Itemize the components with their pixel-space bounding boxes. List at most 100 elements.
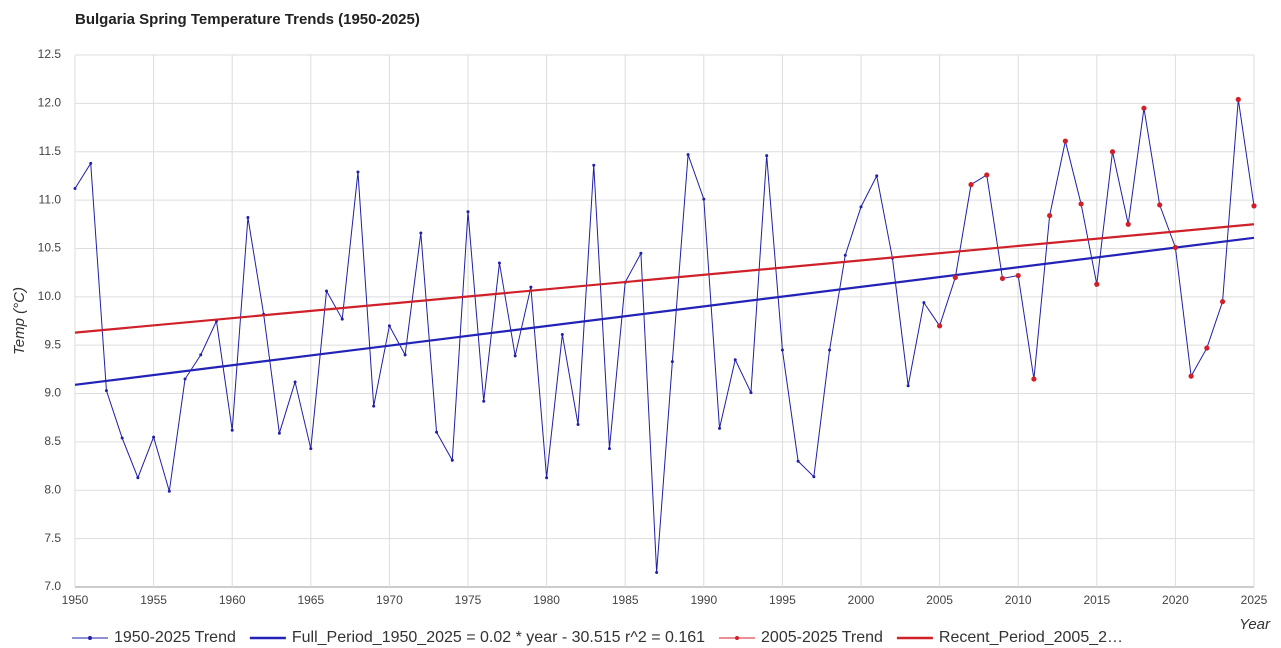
y-tick-label: 7.5 xyxy=(44,531,61,545)
data-point xyxy=(1109,149,1116,155)
data-point xyxy=(670,360,674,364)
x-tick-label: 2015 xyxy=(1083,593,1110,607)
data-point xyxy=(655,570,659,574)
data-point xyxy=(1031,376,1037,382)
series-line xyxy=(74,99,1255,573)
data-point xyxy=(843,253,847,257)
y-tick-label: 11.5 xyxy=(39,144,62,158)
data-point xyxy=(952,274,958,281)
x-tick-label: 1965 xyxy=(297,593,324,607)
data-point xyxy=(309,447,313,451)
data-point xyxy=(419,231,423,235)
data-point xyxy=(592,163,596,167)
data-point xyxy=(136,476,140,480)
data-point xyxy=(906,384,910,388)
data-point xyxy=(89,161,93,165)
data-point xyxy=(545,476,549,480)
x-tick-label: 1955 xyxy=(140,593,167,607)
data-point xyxy=(325,289,329,293)
data-point xyxy=(104,389,108,393)
data-point xyxy=(796,459,800,463)
y-tick-label: 12.5 xyxy=(38,47,62,61)
y-tick-label: 9.0 xyxy=(44,386,61,400)
data-point xyxy=(999,275,1006,282)
data-point xyxy=(529,285,533,289)
data-point xyxy=(183,377,187,381)
data-point xyxy=(1047,212,1053,219)
y-tick-label: 12.0 xyxy=(38,96,62,110)
x-tick-label: 1970 xyxy=(376,593,403,607)
data-point xyxy=(828,348,832,352)
data-point xyxy=(1188,373,1194,379)
x-tick-label: 1975 xyxy=(455,593,482,607)
data-point xyxy=(277,431,281,435)
y-tick-label: 8.5 xyxy=(44,434,61,448)
data-point xyxy=(1094,281,1100,287)
data-point xyxy=(733,358,737,362)
chart-title: Bulgaria Spring Temperature Trends (1950… xyxy=(75,11,420,28)
x-tick-label: 1950 xyxy=(62,593,89,607)
legend-label: Full_Period_1950_2025 = 0.02 * year - 30… xyxy=(292,629,705,646)
data-point xyxy=(497,261,501,265)
y-tick-label: 7.0 xyxy=(44,579,61,593)
x-tick-label: 2005 xyxy=(926,593,953,607)
data-point xyxy=(482,399,486,403)
data-point xyxy=(1015,272,1021,279)
data-point xyxy=(749,391,753,395)
data-point xyxy=(984,172,990,178)
data-point xyxy=(120,436,124,440)
y-tick-label: 9.5 xyxy=(44,337,61,351)
data-point xyxy=(968,182,974,188)
data-point xyxy=(293,380,297,384)
y-tick-label: 10.0 xyxy=(38,289,62,303)
data-point xyxy=(246,216,250,220)
data-point xyxy=(607,447,611,451)
data-point xyxy=(1062,138,1068,144)
data-point xyxy=(1141,105,1147,111)
data-point xyxy=(1219,299,1226,305)
data-point xyxy=(1078,201,1084,207)
legend-label: 1950-2025 Trend xyxy=(114,629,236,646)
data-point xyxy=(1125,221,1131,227)
data-point xyxy=(387,324,391,328)
x-tick-label: 2025 xyxy=(1241,593,1268,607)
data-point xyxy=(372,404,376,408)
data-point xyxy=(73,186,77,190)
x-tick-label: 1985 xyxy=(612,593,639,607)
data-point xyxy=(922,301,926,305)
x-tick-label: 2020 xyxy=(1162,593,1189,607)
data-point xyxy=(152,435,156,439)
data-point xyxy=(513,354,517,358)
trend-line xyxy=(74,223,1255,334)
data-point xyxy=(560,333,564,337)
data-point xyxy=(403,353,407,357)
data-point xyxy=(812,475,816,479)
data-point xyxy=(1172,244,1178,251)
data-point xyxy=(576,422,580,426)
x-tick-label: 1995 xyxy=(769,593,796,607)
data-point xyxy=(875,174,879,178)
y-axis-title: Temp (°C) xyxy=(11,287,28,355)
data-point xyxy=(466,210,470,214)
data-point xyxy=(230,428,234,432)
x-tick-label: 2000 xyxy=(848,593,875,607)
data-point xyxy=(199,353,203,357)
y-tick-label: 10.5 xyxy=(38,241,62,255)
data-point xyxy=(780,348,784,352)
data-point xyxy=(639,251,643,255)
data-point xyxy=(937,323,943,329)
data-point xyxy=(450,458,454,462)
data-point xyxy=(340,317,344,321)
x-tick-label: 2010 xyxy=(1005,593,1032,607)
data-point xyxy=(356,170,360,174)
data-point xyxy=(718,426,722,430)
legend-label: Recent_Period_2005_2… xyxy=(939,629,1123,646)
data-point xyxy=(859,205,863,209)
legend-label: 2005-2025 Trend xyxy=(761,629,883,646)
x-tick-label: 1960 xyxy=(219,593,246,607)
data-point xyxy=(1251,203,1257,209)
data-point xyxy=(1157,202,1163,208)
trend-line xyxy=(74,236,1255,386)
data-point xyxy=(1235,96,1241,103)
